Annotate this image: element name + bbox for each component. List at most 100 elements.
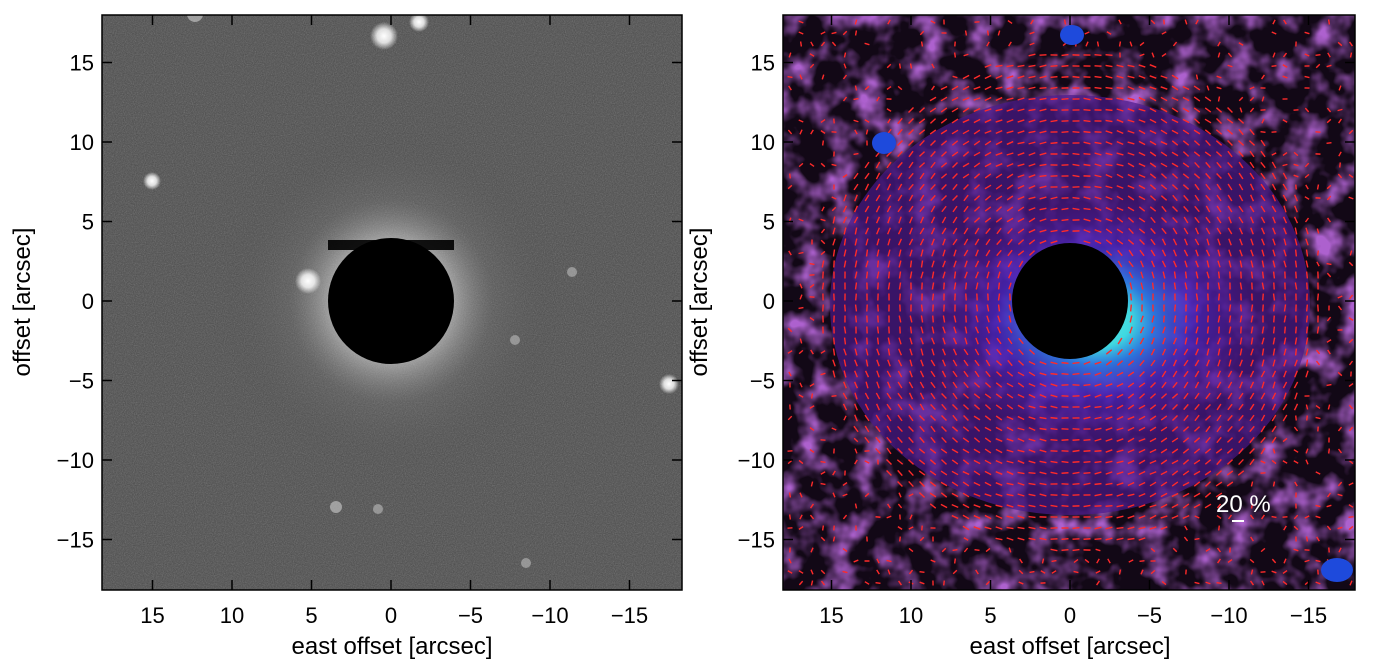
polarization-vector — [1094, 97, 1102, 101]
polarization-vector — [941, 403, 947, 411]
polarization-vector — [1193, 492, 1201, 498]
polarization-vector — [1194, 370, 1200, 378]
polarization-vector — [798, 349, 804, 355]
polarization-vector — [1116, 482, 1124, 486]
polarization-vector — [809, 405, 815, 409]
polarization-vector — [1127, 426, 1135, 432]
polarization-vector — [986, 271, 990, 279]
polarization-vector — [1238, 96, 1244, 102]
polarization-vector — [941, 415, 947, 421]
polarization-vector — [1116, 195, 1124, 201]
polarization-vector — [832, 348, 836, 356]
polarization-vector — [984, 504, 992, 508]
polarization-vector — [1161, 217, 1167, 223]
polarization-vector — [952, 337, 958, 345]
polarization-vector — [941, 205, 947, 213]
polarization-vector — [831, 206, 837, 212]
polarization-vector — [809, 63, 815, 69]
polarization-vector — [919, 415, 925, 421]
polarization-vector — [1305, 326, 1309, 334]
polarization-vector — [1283, 326, 1287, 334]
polarization-vector — [1149, 195, 1157, 201]
polarization-vector — [1337, 448, 1343, 454]
polarization-vector — [929, 503, 937, 509]
polarization-vector — [962, 173, 970, 179]
polarization-vector — [930, 425, 936, 433]
polarization-vector — [1140, 260, 1144, 268]
polarization-vector — [1184, 525, 1188, 531]
polarization-vector — [1216, 458, 1222, 466]
right-image: 20 % — [783, 15, 1355, 590]
polarization-vector — [1294, 260, 1298, 268]
polarization-vector — [1249, 447, 1255, 455]
polarization-vector — [832, 238, 836, 246]
polarization-vector — [854, 503, 858, 509]
polarization-vector — [1017, 382, 1025, 388]
polarization-vector — [1261, 359, 1265, 367]
polarization-vector — [799, 294, 803, 300]
polarization-vector — [1017, 515, 1025, 519]
polarization-vector — [1237, 118, 1245, 124]
polarization-vector — [1260, 74, 1266, 80]
polarization-vector — [1226, 470, 1234, 476]
polarization-vector — [896, 459, 904, 465]
polarization-vector — [1051, 570, 1057, 574]
polarization-vector — [1348, 173, 1354, 179]
polarization-vector — [1017, 228, 1025, 234]
polarization-vector — [909, 260, 913, 268]
polarization-vector — [897, 183, 903, 191]
polarization-vector — [820, 482, 826, 486]
polarization-vector — [908, 172, 914, 180]
polarization-vector — [941, 195, 947, 201]
polarization-vector — [984, 470, 992, 476]
polarization-vector — [799, 41, 803, 47]
polarization-vector — [1160, 503, 1168, 509]
polarization-vector — [1028, 108, 1036, 112]
polarization-vector — [820, 31, 826, 35]
polarization-vector — [1105, 196, 1113, 200]
polarization-vector — [1138, 195, 1146, 201]
x-tick-label: −5 — [1137, 603, 1162, 628]
polarization-vector — [798, 394, 804, 398]
polarization-vector — [1282, 580, 1288, 586]
polarization-vector — [1226, 129, 1234, 135]
polarization-vector — [898, 63, 902, 69]
y-tick-label: 10 — [751, 130, 775, 155]
polarization-vector — [1050, 97, 1058, 101]
polarization-vector — [787, 327, 793, 333]
polarization-vector — [1106, 31, 1112, 35]
polarization-vector — [864, 436, 870, 444]
polarization-vector — [1039, 427, 1047, 431]
polarization-vector — [930, 436, 936, 444]
polarization-vector — [1150, 227, 1156, 235]
polarization-vector — [919, 30, 925, 36]
polarization-vector — [941, 183, 947, 191]
polarization-vector — [1184, 282, 1188, 290]
polarization-vector — [887, 118, 891, 124]
polarization-vector — [952, 370, 958, 378]
polarization-vector — [853, 381, 859, 389]
polarization-vector — [1217, 348, 1221, 356]
polarization-vector — [1348, 360, 1354, 366]
polarization-vector — [1116, 438, 1124, 442]
polarization-vector — [973, 195, 981, 201]
polarization-vector — [908, 381, 914, 389]
polarization-vector — [940, 448, 948, 454]
polarization-vector — [1028, 86, 1036, 90]
polarization-vector — [1205, 404, 1211, 410]
polarization-vector — [1127, 493, 1135, 497]
polarization-vector — [1162, 326, 1166, 334]
polarization-vector — [1260, 216, 1266, 224]
polarization-vector — [1193, 426, 1201, 432]
polarization-vector — [1061, 472, 1069, 474]
polarization-vector — [951, 448, 959, 454]
polarization-vector — [1138, 537, 1146, 541]
polarization-vector — [995, 108, 1003, 112]
polarization-vector — [1094, 394, 1102, 398]
polarization-vector — [1039, 229, 1047, 233]
polarization-vector — [1271, 392, 1277, 400]
polarization-vector — [842, 481, 848, 487]
polarization-vector — [952, 359, 958, 367]
polarization-vector — [1127, 404, 1135, 410]
polarization-vector — [1250, 503, 1254, 509]
